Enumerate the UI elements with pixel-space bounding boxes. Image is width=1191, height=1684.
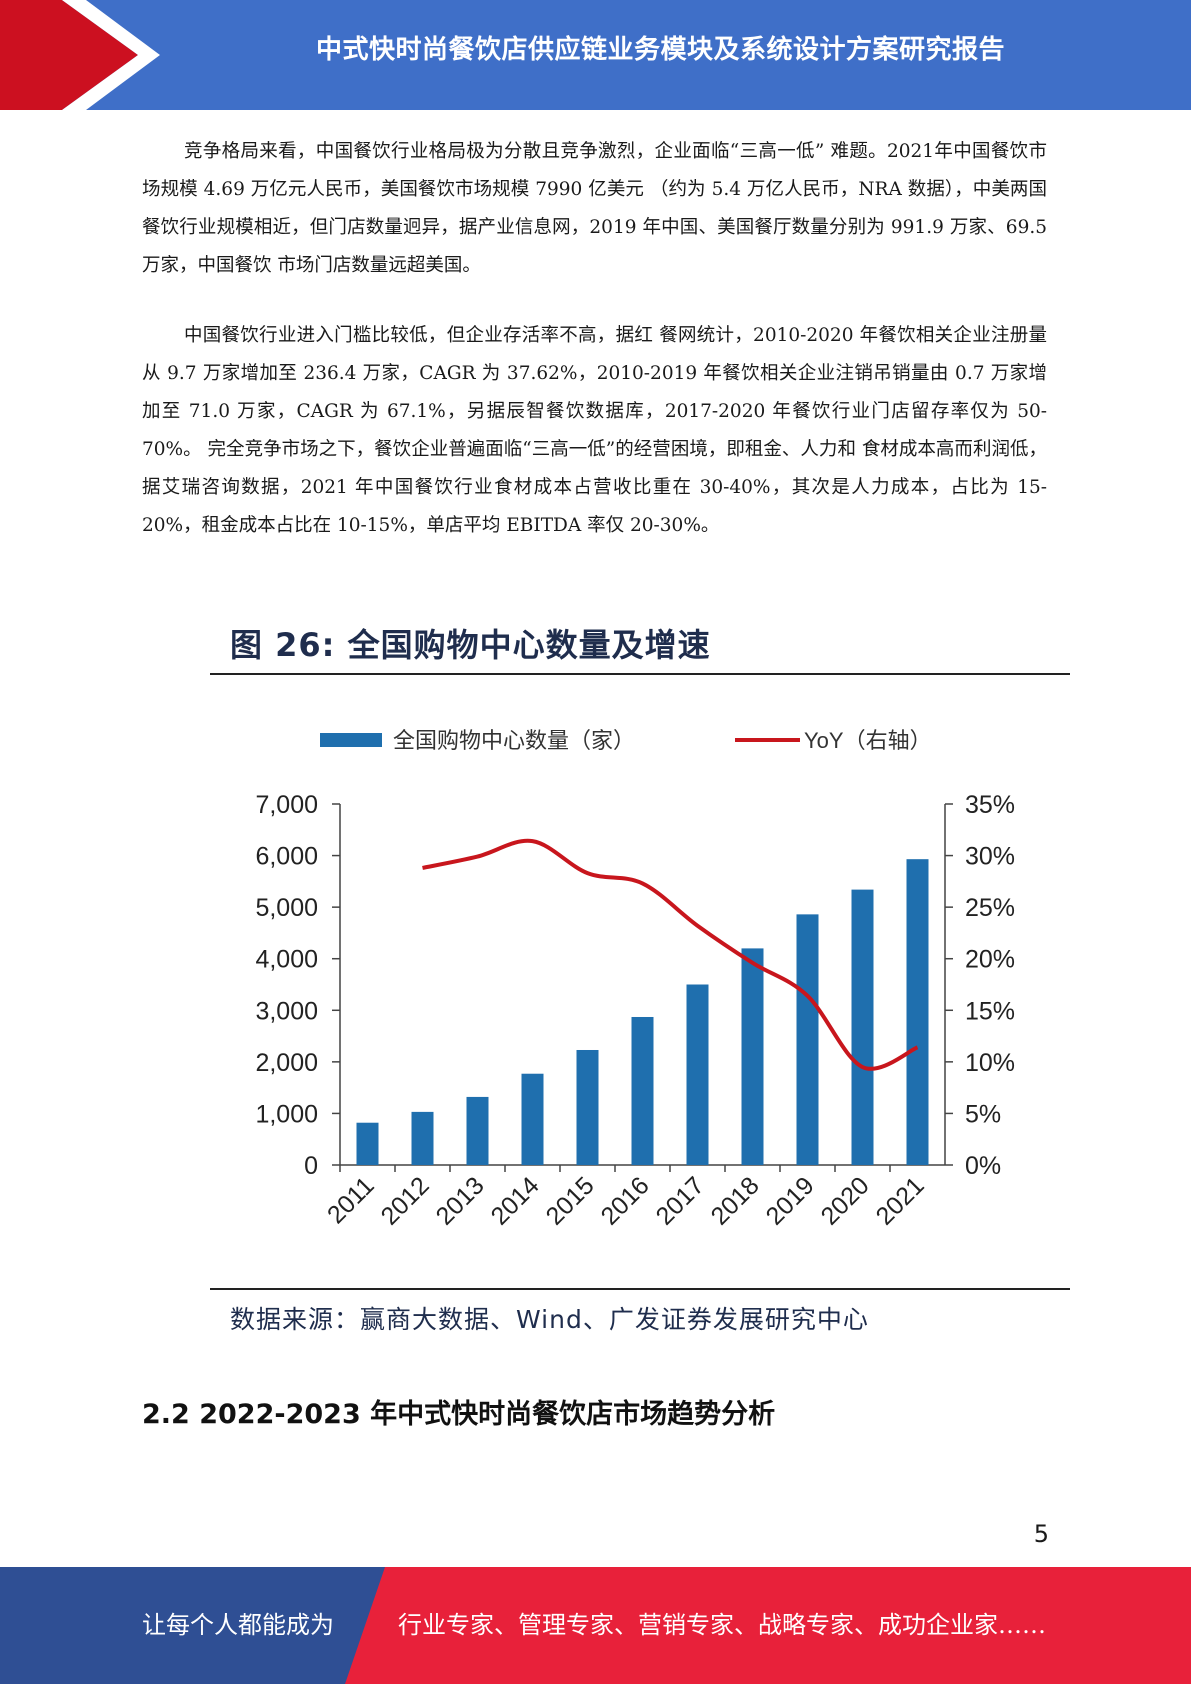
- right-tick-label: 20%: [965, 946, 1015, 974]
- x-tick-label: 2018: [706, 1171, 765, 1230]
- footer-slogan-left: 让每个人都能成为: [142, 1611, 334, 1639]
- chart-legend: 全国购物中心数量（家） YoY（右轴）: [320, 728, 932, 753]
- legend-swatch-bar: [320, 733, 382, 747]
- left-tick-label: 4,000: [255, 946, 318, 974]
- right-tick-label: 10%: [965, 1049, 1015, 1077]
- right-y-ticks: 0% 5% 10% 15% 20% 25% 30% 35%: [945, 791, 1015, 1180]
- footer-slogan-right: 行业专家、管理专家、营销专家、战略专家、成功企业家……: [398, 1611, 1046, 1639]
- x-tick-label: 2021: [871, 1171, 930, 1230]
- left-tick-label: 0: [304, 1152, 318, 1180]
- x-tick-labels: 2011201220132014201520162017201820192020…: [322, 1165, 930, 1231]
- figure-source: 数据来源：赢商大数据、Wind、广发证券发展研究中心: [230, 1305, 869, 1334]
- left-y-ticks: 0 1,000 2,000 3,000 4,000 5,000 6,000 7,000: [255, 791, 340, 1180]
- bar-series: [356, 859, 929, 1165]
- paragraph-competition: 竞争格局来看，中国餐饮行业格局极为分散且竞争激烈，企业面临“三高一低” 难题。2…: [142, 141, 1047, 276]
- page-number: 5: [1033, 1520, 1049, 1548]
- left-tick-label: 6,000: [255, 843, 318, 871]
- right-tick-label: 35%: [965, 791, 1015, 819]
- section-heading: 2.2 2022-2023 年中式快时尚餐饮店市场趋势分析: [142, 1399, 776, 1430]
- legend-label-line: YoY（右轴）: [804, 728, 932, 753]
- page-footer: 让每个人都能成为 行业专家、管理专家、营销专家、战略专家、成功企业家……: [0, 1567, 1191, 1684]
- x-tick-label: 2015: [541, 1171, 600, 1230]
- bar-2016: [631, 1016, 654, 1165]
- right-tick-label: 5%: [965, 1100, 1001, 1128]
- right-tick-label: 0%: [965, 1152, 1001, 1180]
- left-tick-label: 2,000: [255, 1049, 318, 1077]
- footer-blue-panel: [0, 1567, 385, 1684]
- left-tick-label: 1,000: [255, 1100, 318, 1128]
- legend-label-bar: 全国购物中心数量（家）: [393, 728, 635, 753]
- figure-bottom-rule: [210, 1288, 1070, 1290]
- figure-title: 图 26: 全国购物中心数量及增速: [230, 626, 711, 664]
- bar-2011: [356, 1122, 379, 1165]
- page-header: 中式快时尚餐饮店供应链业务模块及系统设计方案研究报告: [0, 0, 1191, 110]
- bar-2020: [851, 889, 874, 1165]
- bar-2018: [741, 948, 764, 1165]
- x-tick-label: 2011: [322, 1171, 380, 1229]
- left-tick-label: 3,000: [255, 997, 318, 1025]
- right-tick-label: 15%: [965, 997, 1015, 1025]
- bar-2013: [466, 1096, 489, 1165]
- figure-top-rule: [210, 673, 1070, 675]
- x-tick-label: 2016: [596, 1171, 655, 1230]
- header-title: 中式快时尚餐饮店供应链业务模块及系统设计方案研究报告: [315, 35, 1005, 65]
- bar-2017: [686, 984, 709, 1165]
- x-tick-label: 2019: [761, 1171, 820, 1230]
- x-tick-label: 2013: [431, 1171, 490, 1230]
- right-tick-label: 25%: [965, 894, 1015, 922]
- paragraph-entry-barrier: 中国餐饮行业进入门槛比较低，但企业存活率不高，据红 餐网统计，2010-2020…: [142, 325, 1047, 536]
- mall-count-chart: 全国购物中心数量（家） YoY（右轴） 0 1,000 2,000 3,000 4,00…: [255, 728, 1015, 1231]
- left-tick-label: 5,000: [255, 894, 318, 922]
- bar-2019: [796, 914, 819, 1165]
- x-tick-label: 2014: [486, 1171, 545, 1230]
- bar-2012: [411, 1111, 434, 1165]
- yoy-line: [422, 838, 919, 1071]
- header-chevron-decoration: [0, 0, 160, 110]
- bar-2015: [576, 1049, 599, 1165]
- x-tick-label: 2012: [376, 1171, 435, 1230]
- bar-2021: [906, 859, 929, 1165]
- right-tick-label: 30%: [965, 843, 1015, 871]
- x-tick-label: 2017: [651, 1171, 710, 1230]
- bar-2014: [521, 1073, 544, 1165]
- x-tick-label: 2020: [816, 1171, 875, 1230]
- left-tick-label: 7,000: [255, 791, 318, 819]
